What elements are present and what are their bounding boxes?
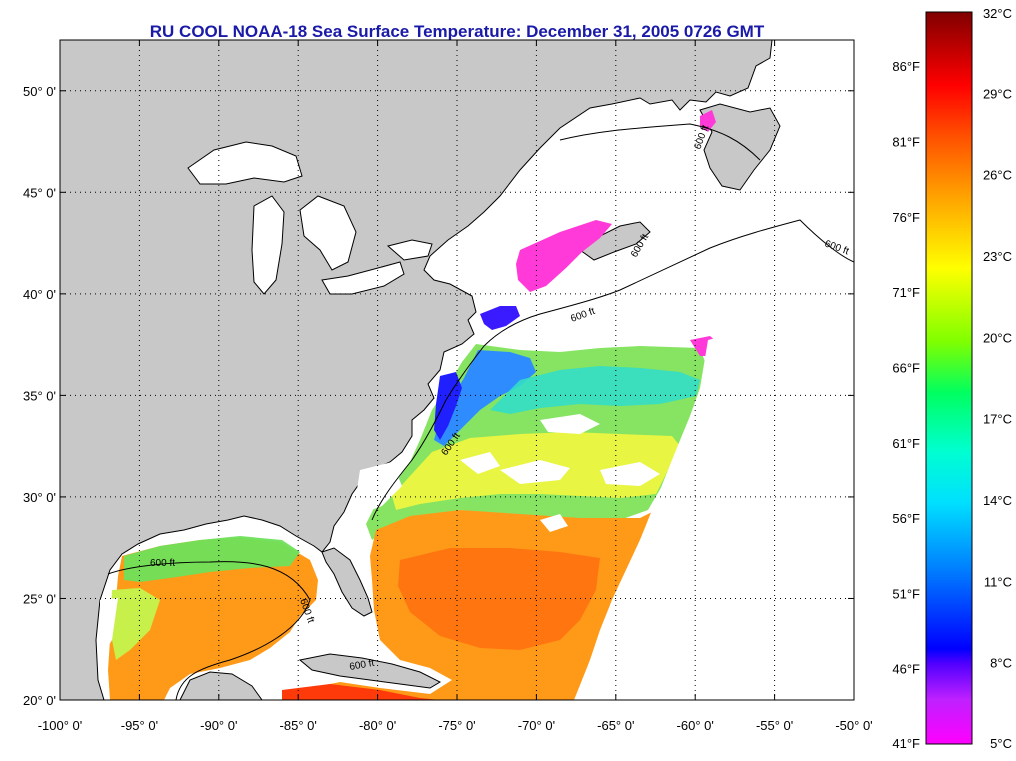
celsius-label: 29°C <box>983 86 1012 101</box>
sst-data-coastal-cool <box>434 350 536 446</box>
lat-tick-label: 35° 0' <box>23 388 56 403</box>
lat-tick-label: 30° 0' <box>23 490 56 505</box>
lon-tick-label: -100° 0' <box>38 718 83 733</box>
graticule <box>60 40 854 700</box>
celsius-label: 20°C <box>983 330 1012 345</box>
sst-data-cold-gulf-of-maine <box>516 220 612 292</box>
lat-tick-label: 25° 0' <box>23 591 56 606</box>
celsius-label: 5°C <box>990 736 1012 751</box>
lon-tick-label: -55° 0' <box>756 718 793 733</box>
land-nova-scotia <box>579 221 651 261</box>
celsius-label: 8°C <box>990 656 1012 671</box>
sst-data-cold-long-island <box>480 306 520 330</box>
land-florida <box>321 547 373 617</box>
isobath-label: 600 ft <box>150 558 175 569</box>
lon-tick-label: -85° 0' <box>280 718 317 733</box>
latitude-labels: 20° 0' 25° 0' 30° 0' 35° 0' 40° 0' 45° 0' 50° … <box>23 84 56 708</box>
celsius-label: 11°C <box>984 574 1012 589</box>
sst-data-caribbean <box>282 684 440 700</box>
colorbar-labels: 32°C 29°C 26°C 23°C 20°C 17°C 14°C 11°C 8°C 5°C 86… <box>892 6 1012 751</box>
lon-tick-label: -95° 0' <box>121 718 158 733</box>
lon-tick-label: -65° 0' <box>597 718 634 733</box>
fahrenheit-label: 86°F <box>892 59 920 74</box>
land-newfoundland <box>699 103 781 191</box>
lat-tick-label: 20° 0' <box>23 693 56 708</box>
lon-tick-label: -75° 0' <box>438 718 475 733</box>
cloud-patches <box>100 414 660 660</box>
lon-tick-label: -70° 0' <box>518 718 555 733</box>
great-lakes <box>187 141 433 295</box>
longitude-labels: -100° 0' -95° 0' -90° 0' -85° 0' -80° 0' -75°… <box>38 718 873 733</box>
fahrenheit-label: 66°F <box>892 360 920 375</box>
fahrenheit-label: 71°F <box>892 285 920 300</box>
lat-tick-label: 40° 0' <box>23 287 56 302</box>
fahrenheit-label: 76°F <box>892 210 920 225</box>
fahrenheit-label: 41°F <box>892 736 920 751</box>
lon-tick-label: -90° 0' <box>200 718 237 733</box>
axis-ticks <box>59 40 855 701</box>
lat-tick-label: 45° 0' <box>23 185 56 200</box>
celsius-label: 17°C <box>983 412 1012 427</box>
sst-data-hatteras-blue <box>434 372 462 440</box>
sst-data-cyan-band <box>490 366 700 414</box>
fahrenheit-label: 46°F <box>892 662 920 677</box>
isobath-600ft <box>107 123 854 700</box>
celsius-label: 32°C <box>983 6 1012 21</box>
fahrenheit-label: 61°F <box>892 436 920 451</box>
fahrenheit-label: 81°F <box>892 135 920 150</box>
map-title: RU COOL NOAA-18 Sea Surface Temperature:… <box>149 22 765 41</box>
land-north-america <box>60 40 773 700</box>
lon-tick-label: -60° 0' <box>677 718 714 733</box>
celsius-label: 26°C <box>983 168 1012 183</box>
sst-data-gulf-west <box>110 588 160 660</box>
lon-tick-label: -50° 0' <box>835 718 872 733</box>
land-yucatan <box>179 671 263 700</box>
fahrenheit-label: 56°F <box>892 511 920 526</box>
sst-data-warm-core <box>398 548 600 650</box>
colorbar <box>925 11 973 745</box>
sst-data-gulf-north-cool <box>124 536 300 582</box>
isobath-label: 600 ft <box>349 658 376 673</box>
lat-tick-label: 50° 0' <box>23 84 56 99</box>
celsius-label: 23°C <box>983 249 1012 264</box>
map-area <box>60 40 854 700</box>
satellite-swath-edge <box>574 301 854 700</box>
celsius-label: 14°C <box>983 493 1012 508</box>
fahrenheit-label: 51°F <box>892 586 920 601</box>
sst-data-cold-newfoundland <box>700 110 716 132</box>
lon-tick-label: -80° 0' <box>359 718 396 733</box>
land-cuba <box>298 653 442 689</box>
